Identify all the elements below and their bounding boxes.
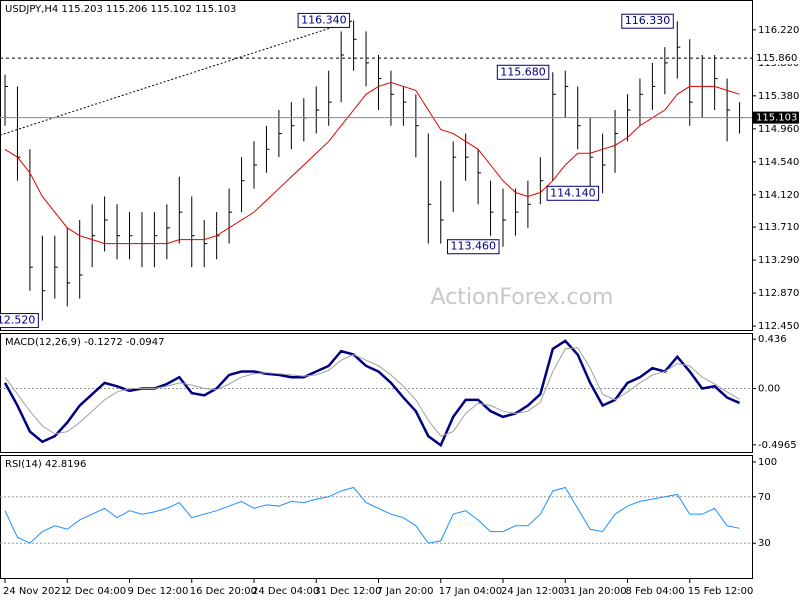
price-panel bbox=[0, 0, 753, 331]
price-level-label: 115.860 bbox=[756, 53, 797, 64]
annotation-box bbox=[496, 64, 550, 80]
y-tick-label: 114.960 bbox=[758, 124, 799, 135]
annotation-box bbox=[0, 313, 39, 329]
y-tick-label: 113.710 bbox=[758, 222, 799, 233]
x-tick-label: 8 Feb 04:00 bbox=[626, 586, 685, 597]
annotation-label: 115.680 bbox=[500, 65, 546, 78]
annotation-box bbox=[297, 12, 351, 28]
indicator-line bbox=[4, 81, 740, 245]
y-tick-label: 30 bbox=[758, 538, 771, 549]
y-tick-label: 114.540 bbox=[758, 157, 799, 168]
price-level-box bbox=[753, 111, 799, 124]
y-tick-label: 112.450 bbox=[758, 321, 799, 332]
x-tick-label: 2 Dec 04:00 bbox=[65, 586, 126, 597]
indicator-line bbox=[4, 486, 740, 544]
panel-title: MACD(12,26,9) -0.1272 -0.0947 bbox=[5, 337, 165, 348]
y-tick-label: 113.290 bbox=[758, 255, 799, 266]
annotation-label: 114.140 bbox=[550, 186, 596, 199]
y-tick-label: 70 bbox=[758, 492, 771, 503]
panel-title: USDJPY,H4 115.203 115.206 115.102 115.10… bbox=[5, 4, 236, 15]
y-tick-label: 115.380 bbox=[758, 91, 799, 102]
x-tick-label: 9 Dec 12:00 bbox=[128, 586, 189, 597]
x-tick-label: 15 Feb 12:00 bbox=[688, 586, 754, 597]
x-tick-label: 31 Dec 12:00 bbox=[314, 586, 381, 597]
annotation-box bbox=[621, 13, 674, 29]
y-tick-label: 0.00 bbox=[758, 384, 780, 395]
x-tick-label: 24 Nov 2021 bbox=[3, 586, 67, 597]
x-tick-label: 24 Dec 04:00 bbox=[252, 586, 319, 597]
annotation-box bbox=[447, 239, 500, 255]
rsi-panel bbox=[0, 455, 753, 579]
macd-panel bbox=[0, 333, 753, 453]
annotation-label: 116.330 bbox=[625, 14, 671, 27]
y-tick-label: 0.436 bbox=[758, 334, 787, 345]
y-tick-label: 112.870 bbox=[758, 288, 799, 299]
price-level-label: 115.103 bbox=[756, 113, 797, 124]
trendline bbox=[0, 19, 354, 136]
annotation-label: 113.460 bbox=[451, 240, 497, 253]
watermark: ActionForex.com bbox=[431, 285, 614, 310]
y-tick-label: -0.4965 bbox=[758, 440, 797, 451]
x-tick-label: 31 Jan 20:00 bbox=[563, 586, 626, 597]
x-tick-label: 7 Jan 20:00 bbox=[377, 586, 434, 597]
x-tick-label: 17 Jan 04:00 bbox=[439, 586, 502, 597]
annotation-label: 12.520 bbox=[0, 314, 35, 327]
y-tick-label: 116.220 bbox=[758, 25, 799, 36]
annotation-label: 116.340 bbox=[301, 13, 347, 26]
panel-title: RSI(14) 42.8196 bbox=[5, 459, 86, 470]
annotation-box bbox=[546, 185, 600, 201]
indicator-line bbox=[4, 347, 740, 437]
indicator-line bbox=[3, 339, 741, 448]
x-tick-label: 16 Dec 20:00 bbox=[190, 586, 257, 597]
y-tick-label: 100 bbox=[758, 457, 777, 468]
x-tick-label: 24 Jan 12:00 bbox=[501, 586, 564, 597]
price-level-box bbox=[753, 52, 799, 65]
y-tick-label: 114.120 bbox=[758, 190, 799, 201]
